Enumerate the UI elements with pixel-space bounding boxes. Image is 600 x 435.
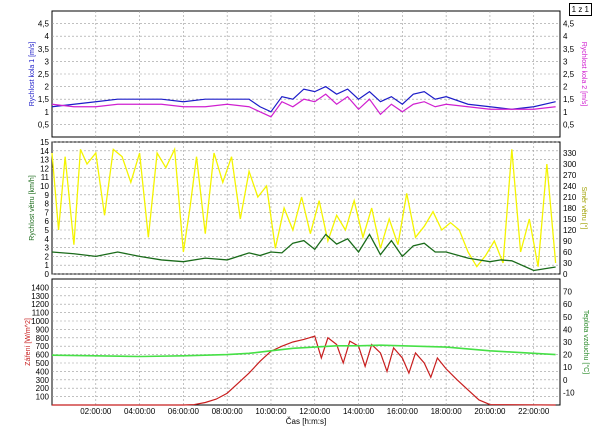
x-tick-label: 08:00:00 [212,407,244,416]
x-tick-label: 06:00:00 [168,407,200,416]
left-tick-label: 1000 [31,317,49,326]
left-tick-label: 3,5 [38,45,50,54]
page-indicator: 1 z 1 [568,3,592,16]
x-tick-label: 18:00:00 [431,407,463,416]
x-tick-label: 02:00:00 [80,407,112,416]
ylabel-wind-speed: Rychlost větru [km/h] [29,175,36,240]
right-tick-label: 180 [563,204,577,213]
x-tick-label: 12:00:00 [299,407,331,416]
left-tick-label: 8 [45,200,50,209]
left-tick-label: 200 [36,384,50,393]
left-tick-label: 11 [41,173,50,182]
left-tick-label: 4 [45,235,50,244]
right-tick-label: 2 [563,83,568,92]
series-wheel1-line [51,85,556,113]
right-tick-label: 70 [563,288,572,297]
right-tick-label: -10 [563,388,575,397]
x-axis-title: Čas [h:m:s] [286,417,326,426]
left-tick-label: 13 [40,156,49,165]
right-tick-label: 3 [563,57,568,66]
series-wheel2-line [51,93,556,118]
right-tick-label: 3,5 [563,45,575,54]
left-tick-label: 0,5 [38,120,50,129]
left-tick-label: 2 [45,83,50,92]
right-tick-label: 1 [563,108,568,117]
x-tick-label: 22:00:00 [518,407,550,416]
left-tick-label: 1,5 [38,95,50,104]
left-tick-label: 4,5 [38,20,50,29]
right-tick-label: 30 [563,259,572,268]
right-tick-label: 0 [563,376,568,385]
right-tick-label: 210 [563,193,577,202]
x-tick-label: 14:00:00 [343,407,375,416]
right-tick-label: 120 [563,226,577,235]
left-tick-label: 1 [45,108,50,117]
left-tick-label: 14 [40,147,49,156]
left-tick-label: 6 [45,217,50,226]
right-tick-label: 300 [563,160,577,169]
series-wind-speed-line [51,233,556,272]
series-temperature-line [51,344,556,358]
right-tick-label: 30 [563,338,572,347]
right-tick-label: 2,5 [563,70,575,79]
right-tick-label: 0,5 [563,120,575,129]
ylabel-wind-direction: Směr větru [°] [580,187,588,230]
right-tick-label: 4 [563,32,568,41]
right-tick-label: 60 [563,248,572,257]
right-tick-label: 60 [563,300,572,309]
x-tick-label: 04:00:00 [124,407,156,416]
x-tick-label: 16:00:00 [387,407,419,416]
left-tick-label: 2 [45,252,50,261]
left-tick-label: 1100 [32,309,50,318]
left-tick-label: 7 [45,208,50,217]
left-tick-label: 600 [36,351,50,360]
left-tick-label: 1200 [31,300,49,309]
left-tick-label: 1400 [31,283,49,292]
left-tick-label: 900 [36,325,50,334]
left-tick-label: 1 [45,261,50,270]
series-radiation-line [52,335,556,406]
right-tick-label: 90 [563,237,572,246]
left-tick-label: 3 [45,57,50,66]
ylabel-radiation: Záření [W/m^2] [25,318,32,366]
left-tick-label: 500 [36,359,50,368]
right-tick-label: 0 [563,270,568,279]
left-tick-label: 800 [36,334,50,343]
left-tick-label: 5 [45,226,50,235]
series-wind-direction-line [51,146,557,268]
x-tick-label: 20:00:00 [474,407,506,416]
left-tick-label: 2,5 [38,70,50,79]
right-tick-label: 50 [563,313,572,322]
right-tick-label: 20 [563,351,572,360]
right-tick-label: 1,5 [563,95,575,104]
right-tick-label: 40 [563,325,572,334]
left-tick-label: 300 [36,376,50,385]
left-tick-label: 1300 [31,292,49,301]
right-tick-label: 10 [563,363,572,372]
right-tick-label: 150 [563,215,577,224]
left-tick-label: 0 [45,270,50,279]
left-tick-label: 15 [40,138,49,147]
right-tick-label: 240 [563,182,577,191]
ylabel-wheel1: Rychlost kola 1 [m/s] [29,42,36,107]
left-tick-label: 100 [36,393,50,402]
ylabel-wheel2: Rychlost kola 2 [m/s] [580,42,587,107]
left-tick-label: 400 [36,367,50,376]
ylabel-temperature: Teplota vzduchu [°C] [582,310,590,374]
left-tick-label: 700 [36,342,50,351]
right-tick-label: 270 [563,171,577,180]
left-tick-label: 3 [45,244,50,253]
right-tick-label: 330 [563,149,577,158]
x-tick-label: 10:00:00 [255,407,287,416]
left-tick-label: 12 [40,164,49,173]
panel-radiation-frame [51,278,561,406]
left-tick-label: 10 [40,182,49,191]
left-tick-label: 4 [45,32,50,41]
left-tick-label: 9 [45,191,50,200]
right-tick-label: 4,5 [563,20,575,29]
